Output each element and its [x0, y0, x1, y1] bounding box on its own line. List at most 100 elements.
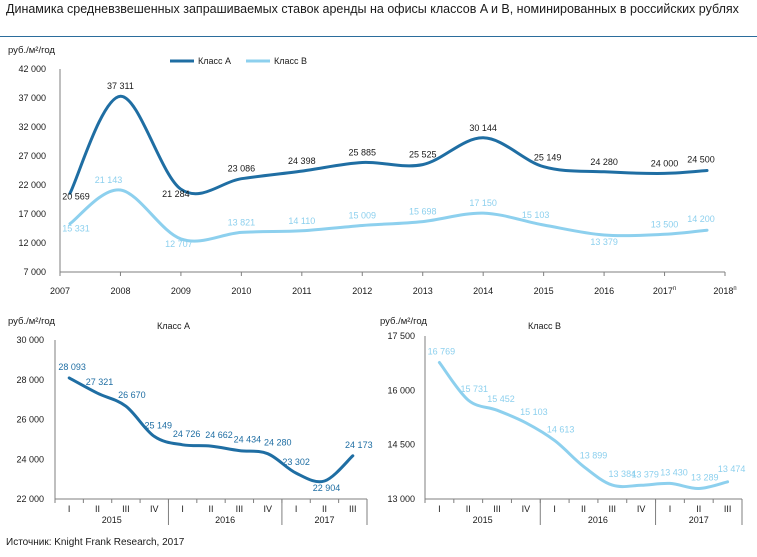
- y-tick-label: 22 000: [18, 180, 46, 190]
- y-tick-label: 12 000: [18, 238, 46, 248]
- data-label: 25 525: [409, 150, 437, 160]
- data-label: 28 093: [58, 362, 86, 372]
- data-label: 14 613: [547, 425, 575, 435]
- series-line: [67, 376, 355, 484]
- data-label: 21 143: [95, 175, 123, 185]
- data-label: 17 150: [469, 198, 497, 208]
- series-line: [437, 361, 730, 491]
- data-label: 27 321: [86, 377, 114, 387]
- data-label: 15 009: [349, 211, 377, 221]
- year-label: 2015: [473, 515, 493, 525]
- x-tick-label: 2011: [292, 286, 311, 296]
- data-label: 25 149: [145, 420, 173, 430]
- legend-label: Класс А: [198, 56, 231, 66]
- quarter-label: II: [322, 504, 327, 514]
- y-tick-label: 24 000: [16, 454, 44, 464]
- year-label: 2017: [314, 515, 334, 525]
- year-label: 2016: [215, 515, 235, 525]
- y-tick-label: 16 000: [387, 385, 415, 395]
- y-axis-unit-label: руб./м²/год: [8, 316, 55, 327]
- data-label: 24 280: [264, 438, 292, 448]
- quarter-label: III: [609, 504, 617, 514]
- data-label: 24 000: [651, 158, 679, 168]
- data-label: 23 302: [282, 457, 310, 467]
- quarter-label: IV: [637, 504, 646, 514]
- y-axis-unit-label: руб./м²/год: [8, 45, 55, 56]
- y-tick-label: 14 500: [387, 440, 415, 450]
- data-label: 24 173: [345, 440, 373, 450]
- y-tick-label: 28 000: [16, 375, 44, 385]
- quarter-label: II: [208, 504, 213, 514]
- legend-label: Класс В: [274, 56, 307, 66]
- x-tick-label: 2013: [413, 286, 433, 296]
- data-label: 22 904: [313, 483, 341, 493]
- quarter-label: III: [122, 504, 130, 514]
- quarter-label: IV: [522, 504, 531, 514]
- series-line-class-b: [68, 188, 709, 243]
- x-tick-label: 2012: [352, 286, 372, 296]
- quarter-label: II: [581, 504, 586, 514]
- y-tick-label: 37 000: [18, 93, 46, 103]
- quarter-label: I: [181, 504, 184, 514]
- y-tick-label: 13 000: [387, 494, 415, 504]
- data-label: 25 885: [349, 147, 377, 157]
- data-label: 24 662: [205, 430, 233, 440]
- quarter-label: III: [724, 504, 732, 514]
- data-label: 14 200: [687, 214, 715, 224]
- data-label: 25 149: [534, 153, 562, 163]
- x-tick-label: 2017п: [653, 286, 676, 296]
- data-label: 13 289: [691, 473, 719, 483]
- data-label: 30 144: [469, 123, 497, 133]
- chart-title: Класс А: [157, 321, 190, 331]
- y-tick-label: 30 000: [16, 335, 44, 345]
- data-label: 13 474: [718, 464, 746, 474]
- y-tick-label: 7 000: [23, 267, 46, 277]
- y-tick-label: 32 000: [18, 122, 46, 132]
- y-tick-label: 17 000: [18, 209, 46, 219]
- data-label: 13 899: [580, 450, 608, 460]
- year-label: 2016: [588, 515, 608, 525]
- data-label: 13 821: [228, 217, 256, 227]
- quarter-label: III: [493, 504, 501, 514]
- data-label: 21 284: [162, 189, 190, 199]
- year-label: 2017: [689, 515, 709, 525]
- data-label: 24 726: [173, 429, 201, 439]
- quarter-label: I: [669, 504, 672, 514]
- series-line-class-a: [68, 94, 709, 196]
- quarter-label: I: [438, 504, 441, 514]
- quarter-label: II: [466, 504, 471, 514]
- quarter-label: IV: [263, 504, 272, 514]
- data-label: 13 384: [609, 469, 637, 479]
- year-label: 2015: [102, 515, 122, 525]
- data-label: 24 434: [234, 435, 262, 445]
- y-tick-label: 17 500: [387, 331, 415, 341]
- chart-title: Класс В: [528, 321, 561, 331]
- data-label: 23 086: [228, 164, 256, 174]
- data-label: 15 731: [460, 384, 488, 394]
- data-label: 15 331: [62, 224, 90, 234]
- data-label: 24 280: [590, 157, 618, 167]
- data-label: 13 379: [631, 469, 659, 479]
- data-label: 13 430: [660, 467, 688, 477]
- y-tick-label: 42 000: [18, 64, 46, 74]
- data-label: 26 670: [118, 390, 146, 400]
- quarter-label: III: [236, 504, 244, 514]
- data-label: 20 569: [62, 191, 90, 201]
- data-label: 37 311: [107, 81, 134, 91]
- quarter-label: II: [696, 504, 701, 514]
- quarter-label: IV: [150, 504, 159, 514]
- quarter-label: I: [68, 504, 71, 514]
- data-label: 24 398: [288, 156, 316, 166]
- source-note: Источник: Knight Frank Research, 2017: [6, 537, 185, 548]
- main-annual-chart: руб./м²/год 7 000 12 000 17 000 22 000 27 000…: [8, 45, 737, 296]
- x-tick-label: 2008: [110, 286, 130, 296]
- x-tick-label: 2015: [534, 286, 554, 296]
- x-tick-label: 2009: [171, 286, 191, 296]
- y-axis-unit-label: руб./м²/год: [380, 316, 427, 327]
- page-title: Динамика средневзвешенных запрашиваемых …: [6, 2, 739, 16]
- data-label: 12 707: [165, 239, 193, 249]
- data-label: 15 452: [487, 394, 515, 404]
- quarter-label: III: [349, 504, 357, 514]
